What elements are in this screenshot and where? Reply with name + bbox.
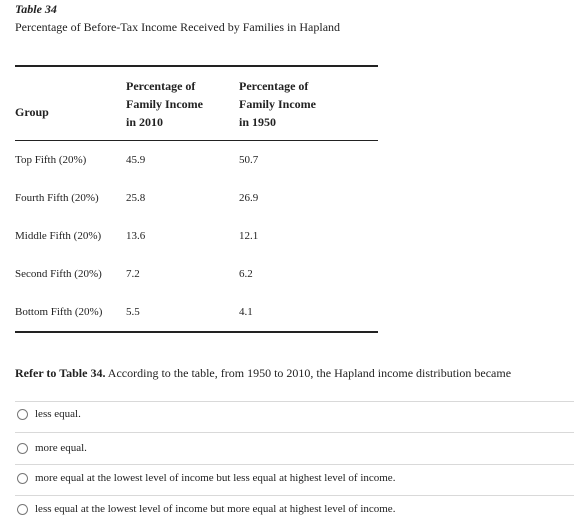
row-group-cell: Top Fifth (20%)	[15, 154, 87, 166]
row-group-cell: Fourth Fifth (20%)	[15, 192, 99, 204]
option-less-equal[interactable]: less equal.	[17, 408, 81, 420]
row-2010-cell: 13.6	[126, 230, 146, 242]
option-label: more equal at the lowest level of income…	[35, 472, 396, 484]
row-2010-cell: 7.2	[126, 268, 140, 280]
row-group-cell: Bottom Fifth (20%)	[15, 306, 103, 318]
radio-button[interactable]	[17, 503, 28, 515]
header-2010: Percentage of Family Income in 2010	[126, 77, 203, 131]
option-divider	[15, 432, 574, 433]
question-ref: Refer to Table 34.	[15, 366, 106, 380]
row-1950-cell: 4.1	[239, 306, 253, 318]
table-top-rule	[15, 65, 378, 67]
row-1950-cell: 50.7	[239, 154, 259, 166]
table-caption: Percentage of Before-Tax Income Received…	[15, 20, 341, 34]
question-text: Refer to Table 34. According to the tabl…	[15, 366, 511, 381]
option-label: more equal.	[35, 442, 87, 454]
row-1950-cell: 26.9	[239, 192, 259, 204]
header-2010-line3: in 2010	[126, 115, 164, 129]
option-label: less equal.	[35, 408, 81, 420]
option-less-equal-lowest[interactable]: less equal at the lowest level of income…	[17, 503, 395, 515]
header-1950-line3: in 1950	[239, 115, 277, 129]
radio-button[interactable]	[17, 408, 28, 420]
header-1950-line2: Family Income	[239, 97, 316, 111]
header-2010-line2: Family Income	[126, 97, 203, 111]
table-label: Table 34	[15, 2, 57, 16]
question-body: According to the table, from 1950 to 201…	[107, 366, 512, 380]
option-divider	[15, 495, 574, 496]
option-more-equal-lowest[interactable]: more equal at the lowest level of income…	[17, 472, 395, 484]
row-1950-cell: 12.1	[239, 230, 259, 242]
row-2010-cell: 5.5	[126, 306, 140, 318]
option-divider	[15, 401, 574, 402]
header-2010-line1: Percentage of	[126, 79, 196, 93]
row-2010-cell: 25.8	[126, 192, 146, 204]
header-1950: Percentage of Family Income in 1950	[239, 77, 316, 131]
table-header-rule	[15, 140, 378, 141]
row-1950-cell: 6.2	[239, 268, 253, 280]
option-label: less equal at the lowest level of income…	[35, 503, 396, 515]
row-group-cell: Middle Fifth (20%)	[15, 230, 102, 242]
header-1950-line1: Percentage of	[239, 79, 309, 93]
header-group: Group	[15, 105, 49, 119]
table-bottom-rule	[15, 331, 378, 333]
option-more-equal[interactable]: more equal.	[17, 442, 87, 454]
option-divider	[15, 464, 574, 465]
radio-button[interactable]	[17, 442, 28, 454]
radio-button[interactable]	[17, 472, 28, 484]
row-group-cell: Second Fifth (20%)	[15, 268, 102, 280]
row-2010-cell: 45.9	[126, 154, 146, 166]
